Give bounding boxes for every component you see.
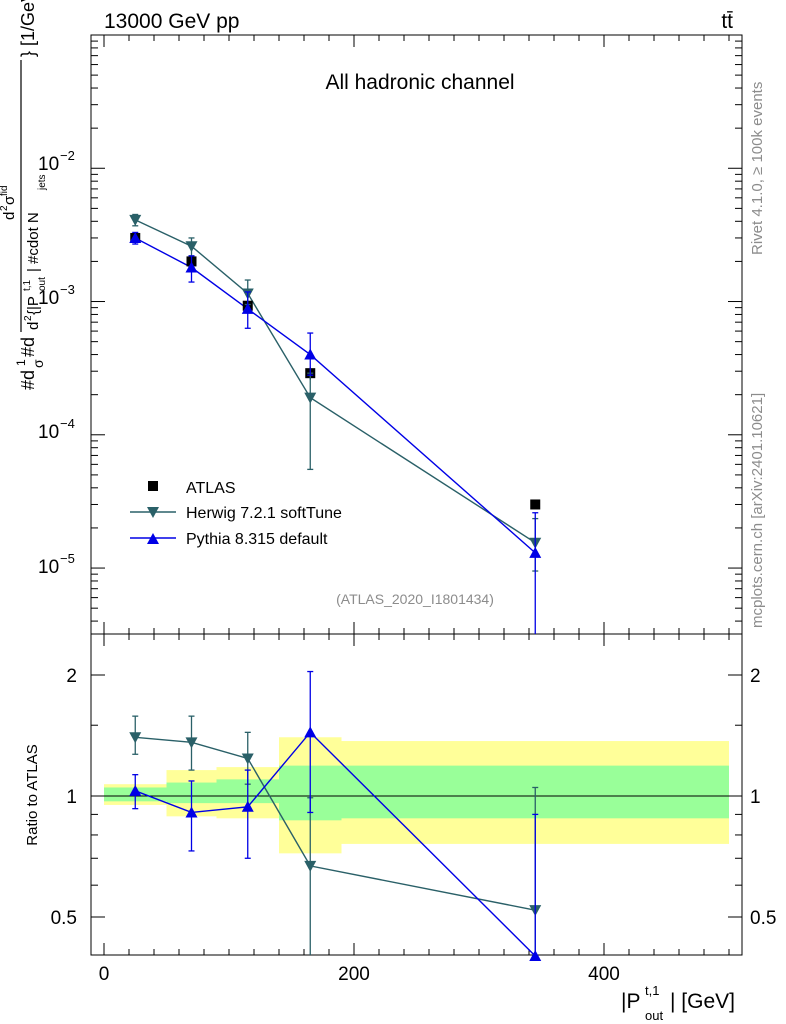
analysis-id: (ATLAS_2020_I1801434) — [336, 591, 494, 607]
legend-atlas-marker — [148, 481, 158, 491]
y-label-frac2-den: d — [25, 322, 42, 330]
ratio-panel-frame — [90, 633, 743, 956]
main-point-1-0 — [129, 214, 142, 226]
main-point-1-1 — [185, 241, 198, 253]
main-point-2-3 — [304, 348, 317, 360]
main-point-2-1 — [185, 261, 198, 273]
ratio-point-1-3 — [304, 726, 317, 738]
main-point-2-4 — [529, 546, 542, 558]
ratio-point-0-0 — [129, 732, 142, 744]
tick-exp: −3 — [60, 282, 75, 297]
legend-herwig-label: Herwig 7.2.1 softTune — [186, 505, 342, 522]
ratio-point-1-1 — [185, 806, 198, 818]
y-label-frac2-num-rest: σ — [1, 195, 18, 205]
y-label-frac2-den-sup2: t,1 — [22, 279, 33, 291]
ratio-point-1-0 — [129, 784, 142, 796]
data-markers — [129, 213, 542, 961]
ratio-point-1-4 — [529, 949, 542, 961]
legend-atlas-label: ATLAS — [186, 480, 236, 497]
tick-base: 10 — [38, 422, 59, 443]
y-label-frac2-den-sup: 2 — [23, 315, 34, 321]
ratio-y-axis-label: Ratio to ATLAS — [24, 744, 41, 845]
x-tick-label-0: 0 — [99, 964, 110, 985]
ratio-point-0-3 — [304, 860, 317, 872]
tick-exp: −2 — [60, 148, 75, 163]
tick-base: 10 — [38, 154, 59, 175]
y-label-frac1-num: 1 — [14, 359, 28, 366]
x-tick-label-200: 200 — [338, 964, 370, 985]
y-label-frac2-den-sub2: jets — [37, 174, 48, 191]
tick-base: 10 — [38, 288, 59, 309]
ratio-y-tick-label-right-2: 2 — [750, 666, 761, 687]
y-label-frac2-den-tail: | #cdot N — [25, 212, 42, 272]
tick-exp: −5 — [60, 551, 75, 566]
energy-label: 13000 GeV pp — [104, 10, 239, 33]
process-label: tt̄ — [721, 10, 733, 33]
main-y-tick-label-1e-4: 10 −4 — [38, 416, 75, 443]
x-label-sup: t,1 — [645, 983, 659, 998]
x-tick-label-400: 400 — [588, 964, 620, 985]
y-label-frac2-num: d — [1, 212, 18, 220]
ratio-point-1-2 — [241, 800, 254, 812]
x-axis-label: |P t,1 out | [GeV] — [621, 983, 735, 1023]
tick-exp: −4 — [60, 416, 75, 431]
main-point-2-2 — [241, 302, 254, 314]
y-label-frac1-den: σ — [30, 359, 46, 368]
ratio-y-tick-label-right-0.5: 0.5 — [750, 908, 776, 929]
y-label-frac2-num-sup2: fid — [0, 185, 10, 196]
ratio-uncertainty-bands — [104, 737, 729, 854]
main-y-tick-label-1e-3: 10 −3 — [38, 282, 75, 309]
mcplots-label: mcplots.cern.ch [arXiv:2401.10621] — [749, 393, 766, 628]
ratio-y-tick-label-2: 2 — [66, 666, 77, 687]
axes — [90, 34, 743, 956]
y-label-frac2-num-sup: 2 — [0, 205, 10, 211]
y-label-frac2-den-sub: out — [37, 277, 48, 291]
main-y-tick-label-1e-2: 10 −2 — [38, 148, 75, 175]
main-point-1-3 — [304, 392, 317, 404]
ratio-y-tick-label-0.5: 0.5 — [51, 908, 77, 929]
tick-base: 10 — [38, 557, 59, 578]
main-y-tick-label-1e-5: 10 −5 — [38, 551, 75, 578]
x-label-sub: out — [645, 1008, 663, 1023]
main-y-axis-label: #d 1 σ #d d 2 σ fid d 2 {|P out t,1 | #c… — [0, 0, 48, 390]
channel-label: All hadronic channel — [325, 71, 514, 94]
legend-pythia-label: Pythia 8.315 default — [186, 531, 328, 548]
legend: ATLAS Herwig 7.2.1 softTune Pythia 8.315… — [130, 480, 342, 548]
main-point-2-0 — [129, 231, 142, 243]
ratio-point-0-2 — [241, 753, 254, 765]
y-label-frac2-den-rest: {|P — [25, 296, 42, 315]
legend-pythia-marker — [147, 533, 159, 544]
legend-herwig-marker — [147, 507, 159, 518]
ratio-y-tick-label-right-1: 1 — [750, 787, 761, 808]
y-label-mid: #d — [18, 337, 38, 357]
x-label-tail: | [GeV] — [670, 990, 735, 1013]
y-label-prefix: #d — [18, 370, 38, 390]
main-point-0-4 — [530, 499, 541, 510]
ratio-point-0-1 — [185, 737, 198, 749]
x-label-main: |P — [621, 990, 640, 1013]
rivet-version-label: Rivet 4.1.0, ≥ 100k events — [749, 82, 766, 255]
ratio-y-tick-label-1: 1 — [66, 787, 77, 808]
y-label-suffix: } [1/GeV] — [18, 0, 38, 57]
